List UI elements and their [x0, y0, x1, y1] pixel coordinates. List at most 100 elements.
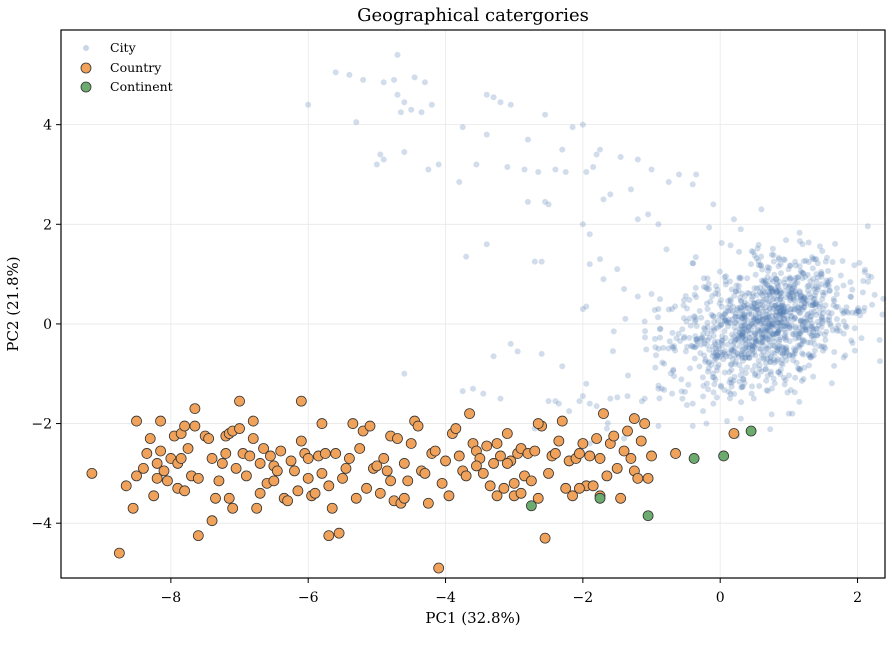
city-point	[736, 378, 743, 385]
city-point	[810, 309, 817, 316]
city-point	[722, 309, 729, 316]
country-point	[179, 485, 191, 497]
city-point	[746, 324, 753, 331]
city-point	[837, 272, 844, 279]
city-point	[691, 291, 698, 298]
city-point	[754, 306, 761, 313]
country-point	[484, 480, 496, 492]
city-point	[821, 331, 828, 338]
city-point	[739, 338, 746, 345]
city-point	[741, 317, 748, 324]
country-point	[488, 458, 500, 469]
city-point	[773, 288, 780, 295]
city-point	[703, 284, 710, 291]
city-point	[497, 99, 504, 106]
city-point	[724, 304, 731, 311]
city-point	[797, 318, 804, 325]
city-point	[772, 312, 779, 319]
city-point	[798, 295, 805, 302]
country-point	[210, 492, 221, 504]
city-point	[692, 314, 699, 321]
city-point	[752, 336, 759, 343]
city-point	[765, 345, 772, 352]
city-point	[736, 343, 743, 350]
city-point	[843, 304, 850, 311]
city-point	[808, 325, 815, 332]
city-point	[739, 308, 746, 315]
country-point	[282, 495, 294, 507]
city-point	[641, 395, 648, 402]
city-point	[641, 318, 648, 325]
city-point	[834, 327, 841, 334]
city-point	[773, 289, 780, 296]
city-point	[655, 345, 662, 352]
country-point	[254, 458, 266, 469]
city-point	[765, 268, 772, 275]
city-point	[670, 344, 677, 351]
city-point	[777, 308, 784, 315]
city-point	[809, 265, 816, 272]
city-point	[741, 302, 748, 309]
city-point	[735, 353, 742, 360]
city-point	[552, 398, 559, 405]
city-point	[760, 335, 767, 342]
city-point	[763, 387, 770, 394]
city-point	[634, 156, 641, 163]
city-point	[754, 318, 761, 325]
city-point	[754, 332, 761, 339]
city-point	[689, 260, 696, 267]
city-point	[772, 302, 779, 309]
city-point	[750, 248, 757, 255]
city-point	[741, 293, 748, 300]
city-point	[816, 303, 823, 310]
city-point	[816, 309, 823, 316]
city-point	[724, 341, 731, 348]
city-point	[845, 309, 852, 316]
city-point	[827, 320, 834, 327]
legend-marker-continent	[80, 81, 92, 93]
x-tick-label: −6	[298, 590, 319, 606]
city-point	[758, 290, 765, 297]
city-point	[760, 354, 767, 361]
city-point	[704, 275, 711, 282]
city-point	[718, 297, 725, 304]
city-point	[739, 290, 746, 297]
city-point	[683, 401, 690, 408]
city-point	[693, 322, 700, 329]
country-point	[251, 502, 263, 514]
city-point	[665, 345, 672, 352]
city-point	[865, 272, 872, 279]
city-point	[749, 317, 756, 324]
city-point	[763, 377, 770, 384]
country-point	[460, 470, 472, 482]
country-point	[550, 448, 561, 459]
city-point	[772, 343, 779, 350]
country-point	[350, 492, 362, 504]
city-point	[609, 348, 616, 355]
city-point	[711, 374, 718, 381]
country-point	[323, 530, 335, 542]
city-point	[762, 278, 769, 285]
city-point	[752, 352, 759, 359]
city-point	[576, 398, 583, 405]
series-city	[305, 51, 887, 447]
city-point	[697, 335, 704, 342]
city-point	[766, 322, 773, 329]
city-point	[680, 297, 687, 304]
city-point	[701, 340, 708, 347]
city-point	[813, 278, 820, 285]
city-point	[603, 425, 610, 432]
city-point	[675, 330, 682, 337]
city-point	[851, 347, 858, 354]
country-point	[206, 453, 218, 464]
city-point	[832, 240, 839, 247]
city-point	[726, 395, 733, 402]
city-point	[718, 383, 725, 390]
city-point	[751, 348, 758, 355]
city-point	[745, 346, 752, 353]
city-point	[700, 330, 707, 337]
city-point	[709, 374, 716, 381]
city-point	[739, 322, 746, 329]
city-point	[767, 353, 774, 360]
